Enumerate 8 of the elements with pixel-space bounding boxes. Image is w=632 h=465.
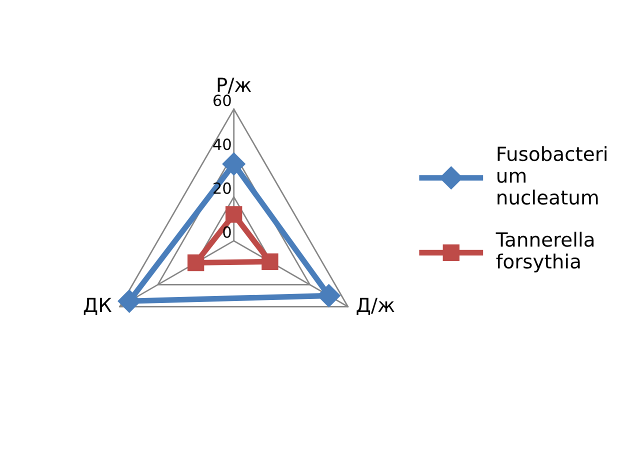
spoke-label: ДК bbox=[84, 298, 112, 316]
legend-label: Fusobacterium nucleatum bbox=[498, 146, 606, 205]
spoke-label: Р/ж bbox=[218, 78, 252, 94]
legend-label: Tannerella forsythia bbox=[496, 232, 594, 272]
y-tick-label: 0 bbox=[223, 226, 231, 238]
y-tick-label: 60 bbox=[213, 94, 231, 106]
y-tick-label: 40 bbox=[213, 138, 231, 150]
spoke-label: Д/ж bbox=[356, 298, 394, 316]
